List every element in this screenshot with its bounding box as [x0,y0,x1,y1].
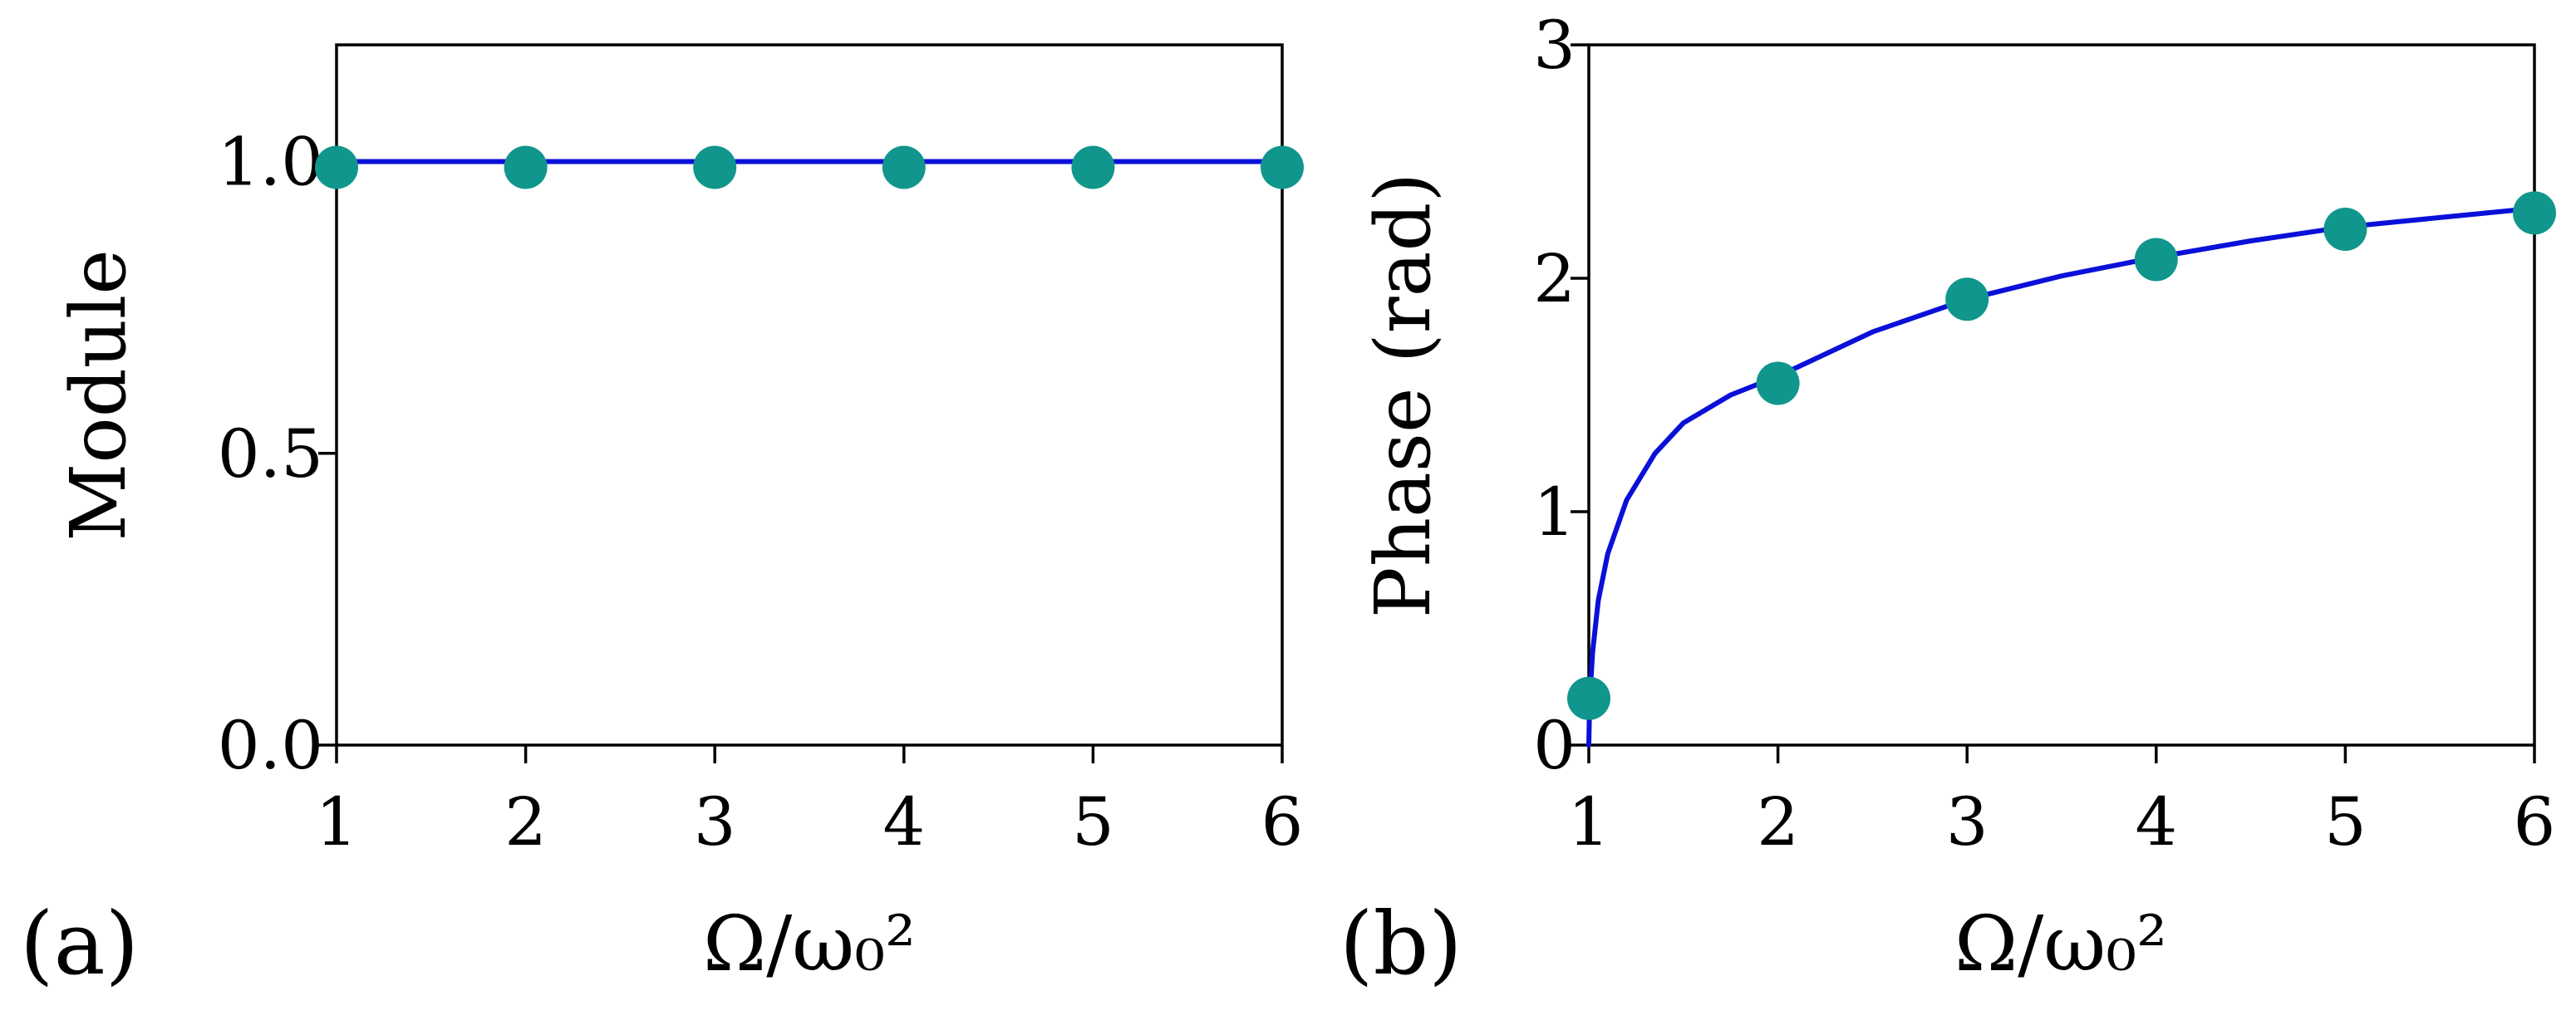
x-tick-label: 5 [2324,783,2367,861]
data-point [882,145,926,189]
panel-b-lines [1586,205,2537,748]
x-tick-label: 4 [882,783,925,861]
y-tick-label: 3 [1533,7,1576,84]
panel-b-y-axis-label: Phase (rad) [1359,173,1448,618]
x-tick-label: 2 [1757,783,1799,861]
data-point [1945,277,1989,321]
y-tick-label: 0 [1533,707,1576,784]
panel-a-x-axis-label: Ω/ω₀² [703,900,916,988]
panel-a-frame [335,43,1284,747]
panel-a-markers [315,145,1304,189]
panel-b-frame [1587,43,2536,747]
x-tick-label: 3 [694,783,736,861]
y-tick-label: 1.0 [218,124,323,201]
data-point [2134,238,2178,282]
panel-b-y-ticks [1571,43,1589,747]
series-line [1586,205,2537,748]
data-point [504,145,548,189]
panel-a-y-tick-labels: 0.0 0.5 1.0 [218,124,323,785]
y-tick-label: 2 [1533,240,1576,317]
panel-a-x-tick-labels: 1 2 3 4 5 6 [316,783,1304,861]
data-point [693,145,737,189]
x-tick-label: 5 [1072,783,1114,861]
panel-b-markers [1567,191,2556,720]
data-point [2323,207,2367,251]
panel-b-y-tick-labels: 0 1 2 3 [1533,7,1576,784]
panel-b-x-tick-labels: 1 2 3 4 5 6 [1568,783,2556,861]
panel-a: 1 2 3 4 5 6 0.0 0.5 1.0 Ω/ω₀² Module (a) [20,43,1304,994]
panel-a-label: (a) [20,893,139,994]
data-point [1261,145,1304,189]
y-tick-label: 0.0 [218,707,323,784]
data-point [2513,191,2556,235]
panel-a-x-ticks [335,745,1284,763]
data-point [1567,676,1610,720]
panel-a-y-axis-label: Module [54,249,143,542]
panel-b-x-ticks [1587,745,2536,763]
panel-b-label: (b) [1340,893,1463,994]
data-point [1071,145,1115,189]
data-point [1756,361,1800,405]
x-tick-label: 1 [1568,783,1610,861]
x-tick-label: 6 [2514,783,2556,861]
y-tick-label: 1 [1533,473,1576,551]
x-tick-label: 1 [316,783,358,861]
x-tick-label: 6 [1261,783,1304,861]
x-tick-label: 4 [2135,783,2177,861]
x-tick-label: 3 [1946,783,1989,861]
x-tick-label: 2 [504,783,547,861]
y-tick-label: 0.5 [218,415,323,493]
data-point [315,145,358,189]
panel-b-x-axis-label: Ω/ω₀² [1954,900,2167,988]
